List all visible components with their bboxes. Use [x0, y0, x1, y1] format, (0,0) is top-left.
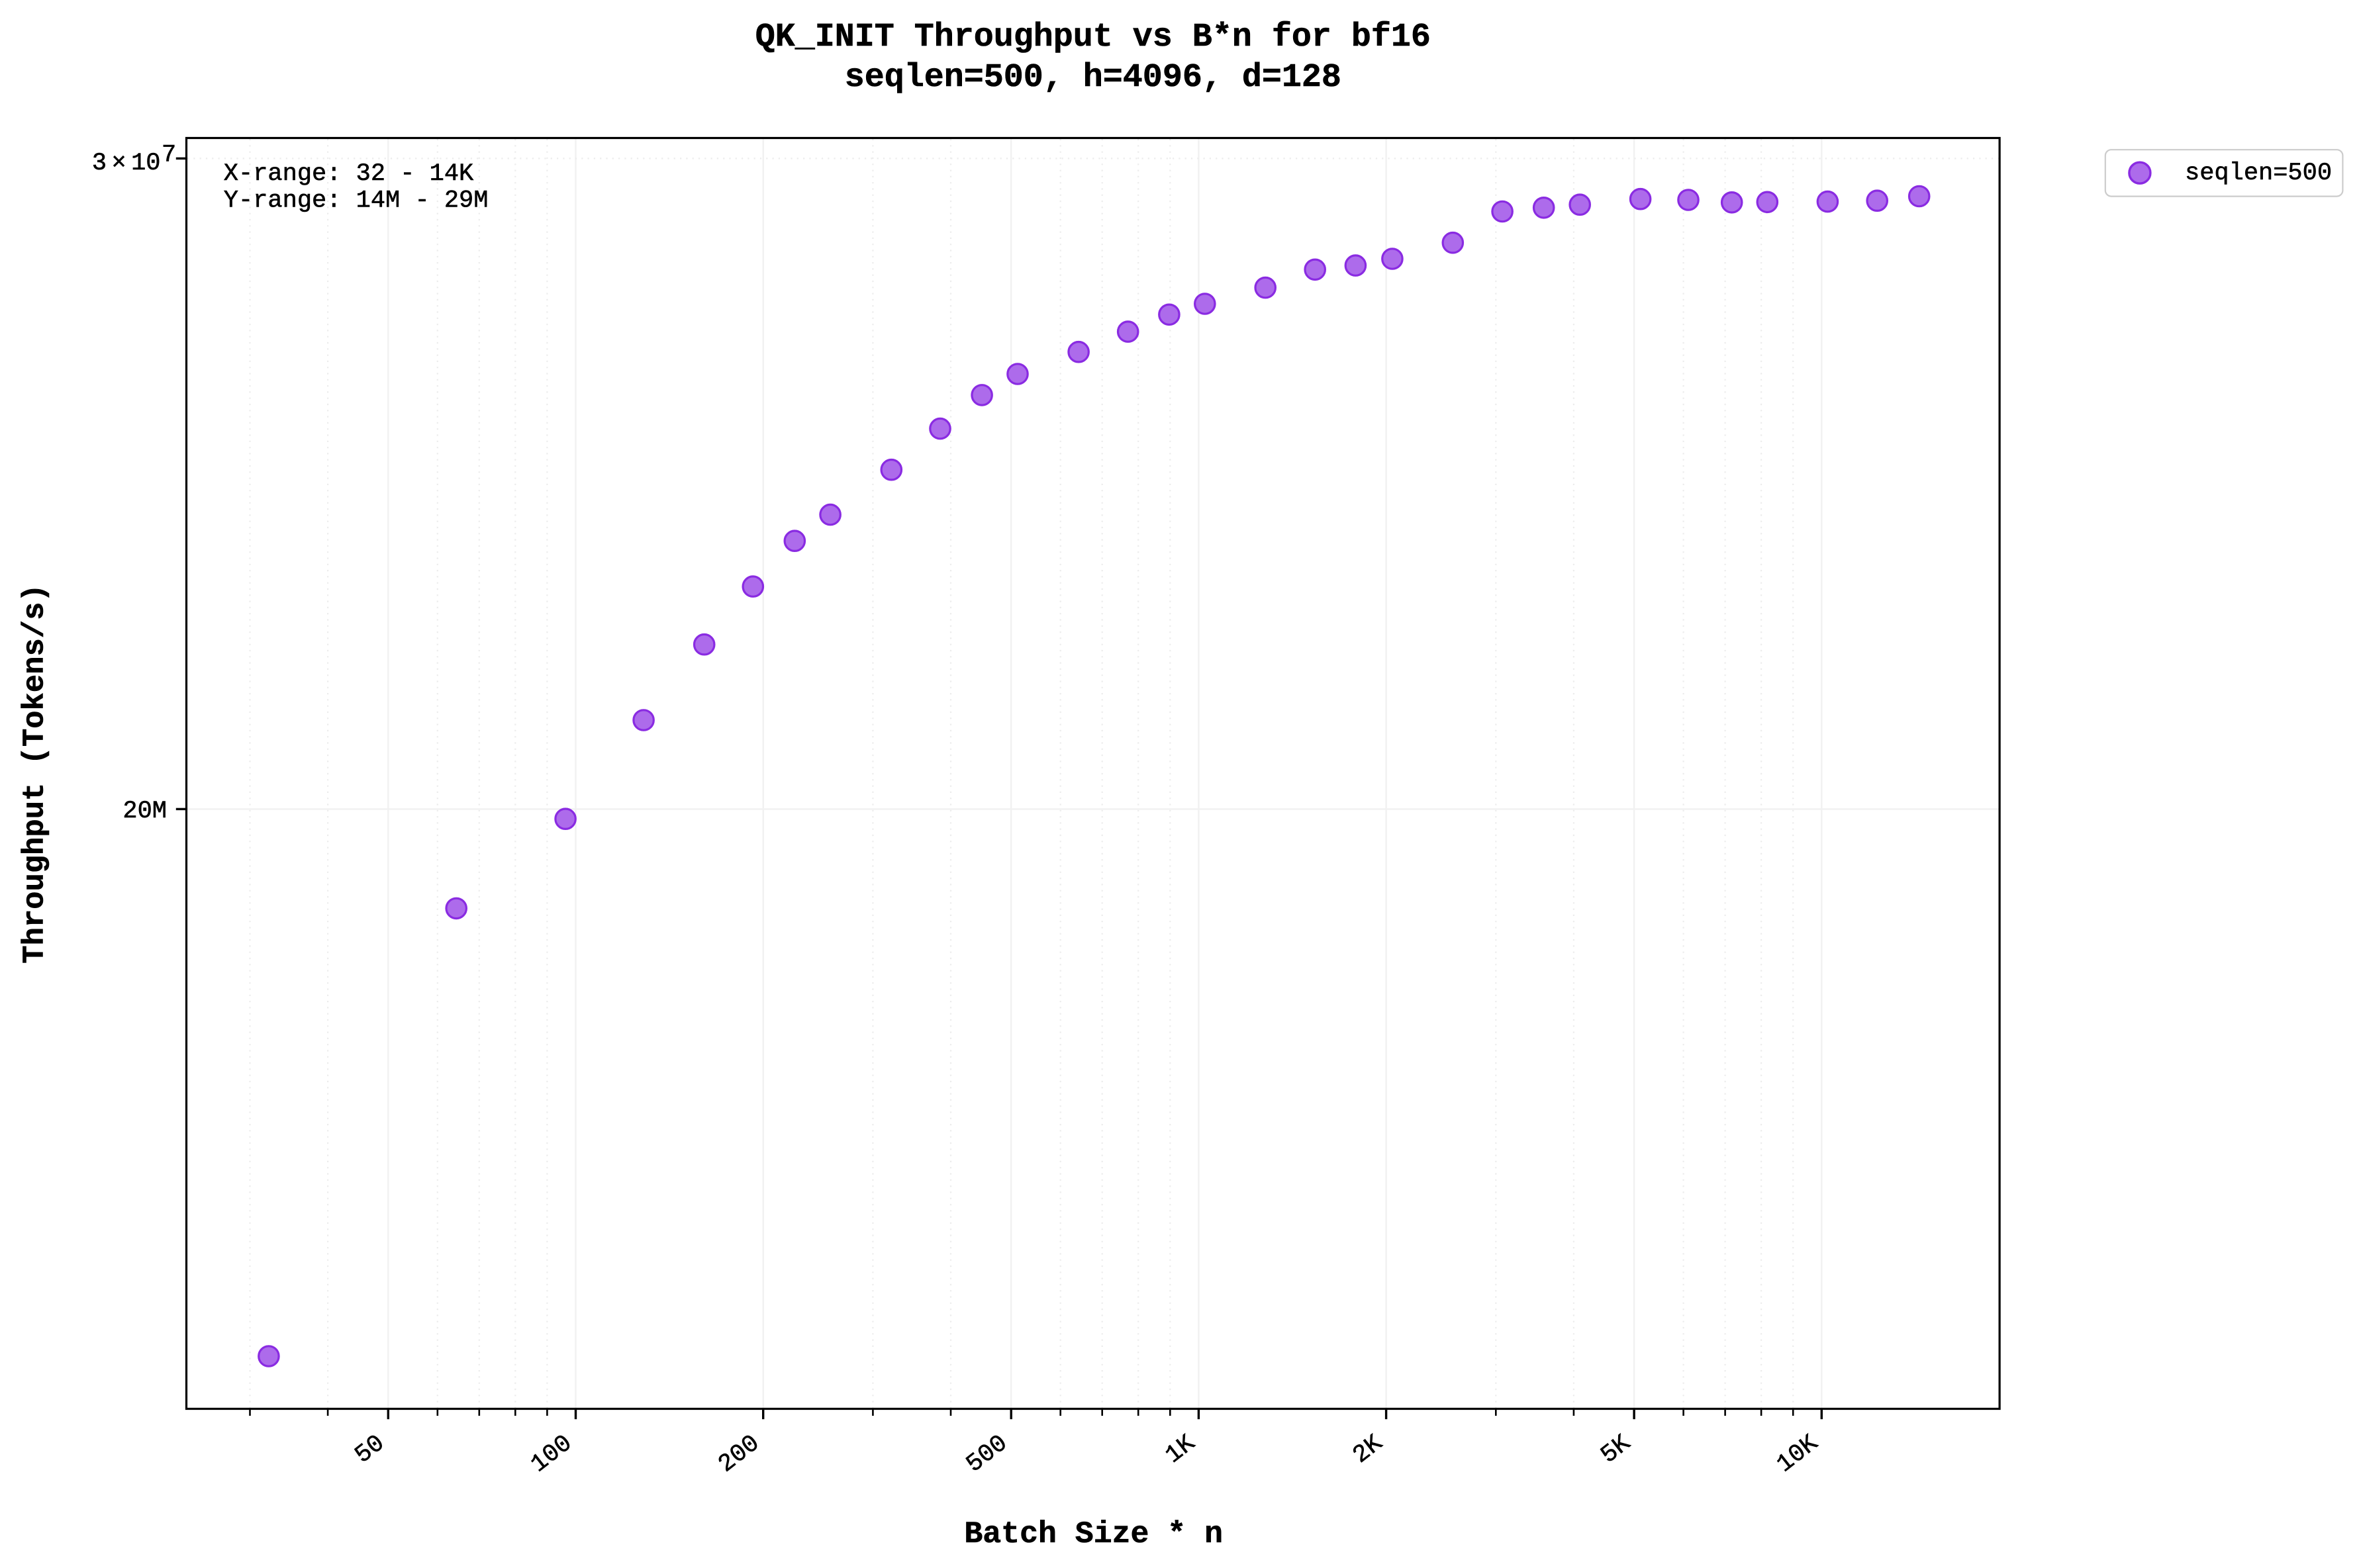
svg-text:3 × 10: 3 × 10 [92, 150, 161, 177]
svg-text:Batch Size * n: Batch Size * n [964, 1516, 1223, 1551]
svg-text:X-range: 32 - 14K: X-range: 32 - 14K [224, 160, 474, 188]
svg-text:seqlen=500, h=4096, d=128: seqlen=500, h=4096, d=128 [845, 59, 1341, 97]
svg-text:Throughput (Tokens/s): Throughput (Tokens/s) [18, 584, 52, 963]
svg-text:Y-range: 14M - 29M: Y-range: 14M - 29M [224, 187, 489, 214]
svg-text:20M: 20M [122, 798, 167, 825]
svg-text:seqlen=500: seqlen=500 [2185, 160, 2332, 187]
svg-text:7: 7 [162, 142, 176, 169]
svg-text:QK_INIT Throughput vs B*n for: QK_INIT Throughput vs B*n for bf16 [755, 19, 1431, 56]
